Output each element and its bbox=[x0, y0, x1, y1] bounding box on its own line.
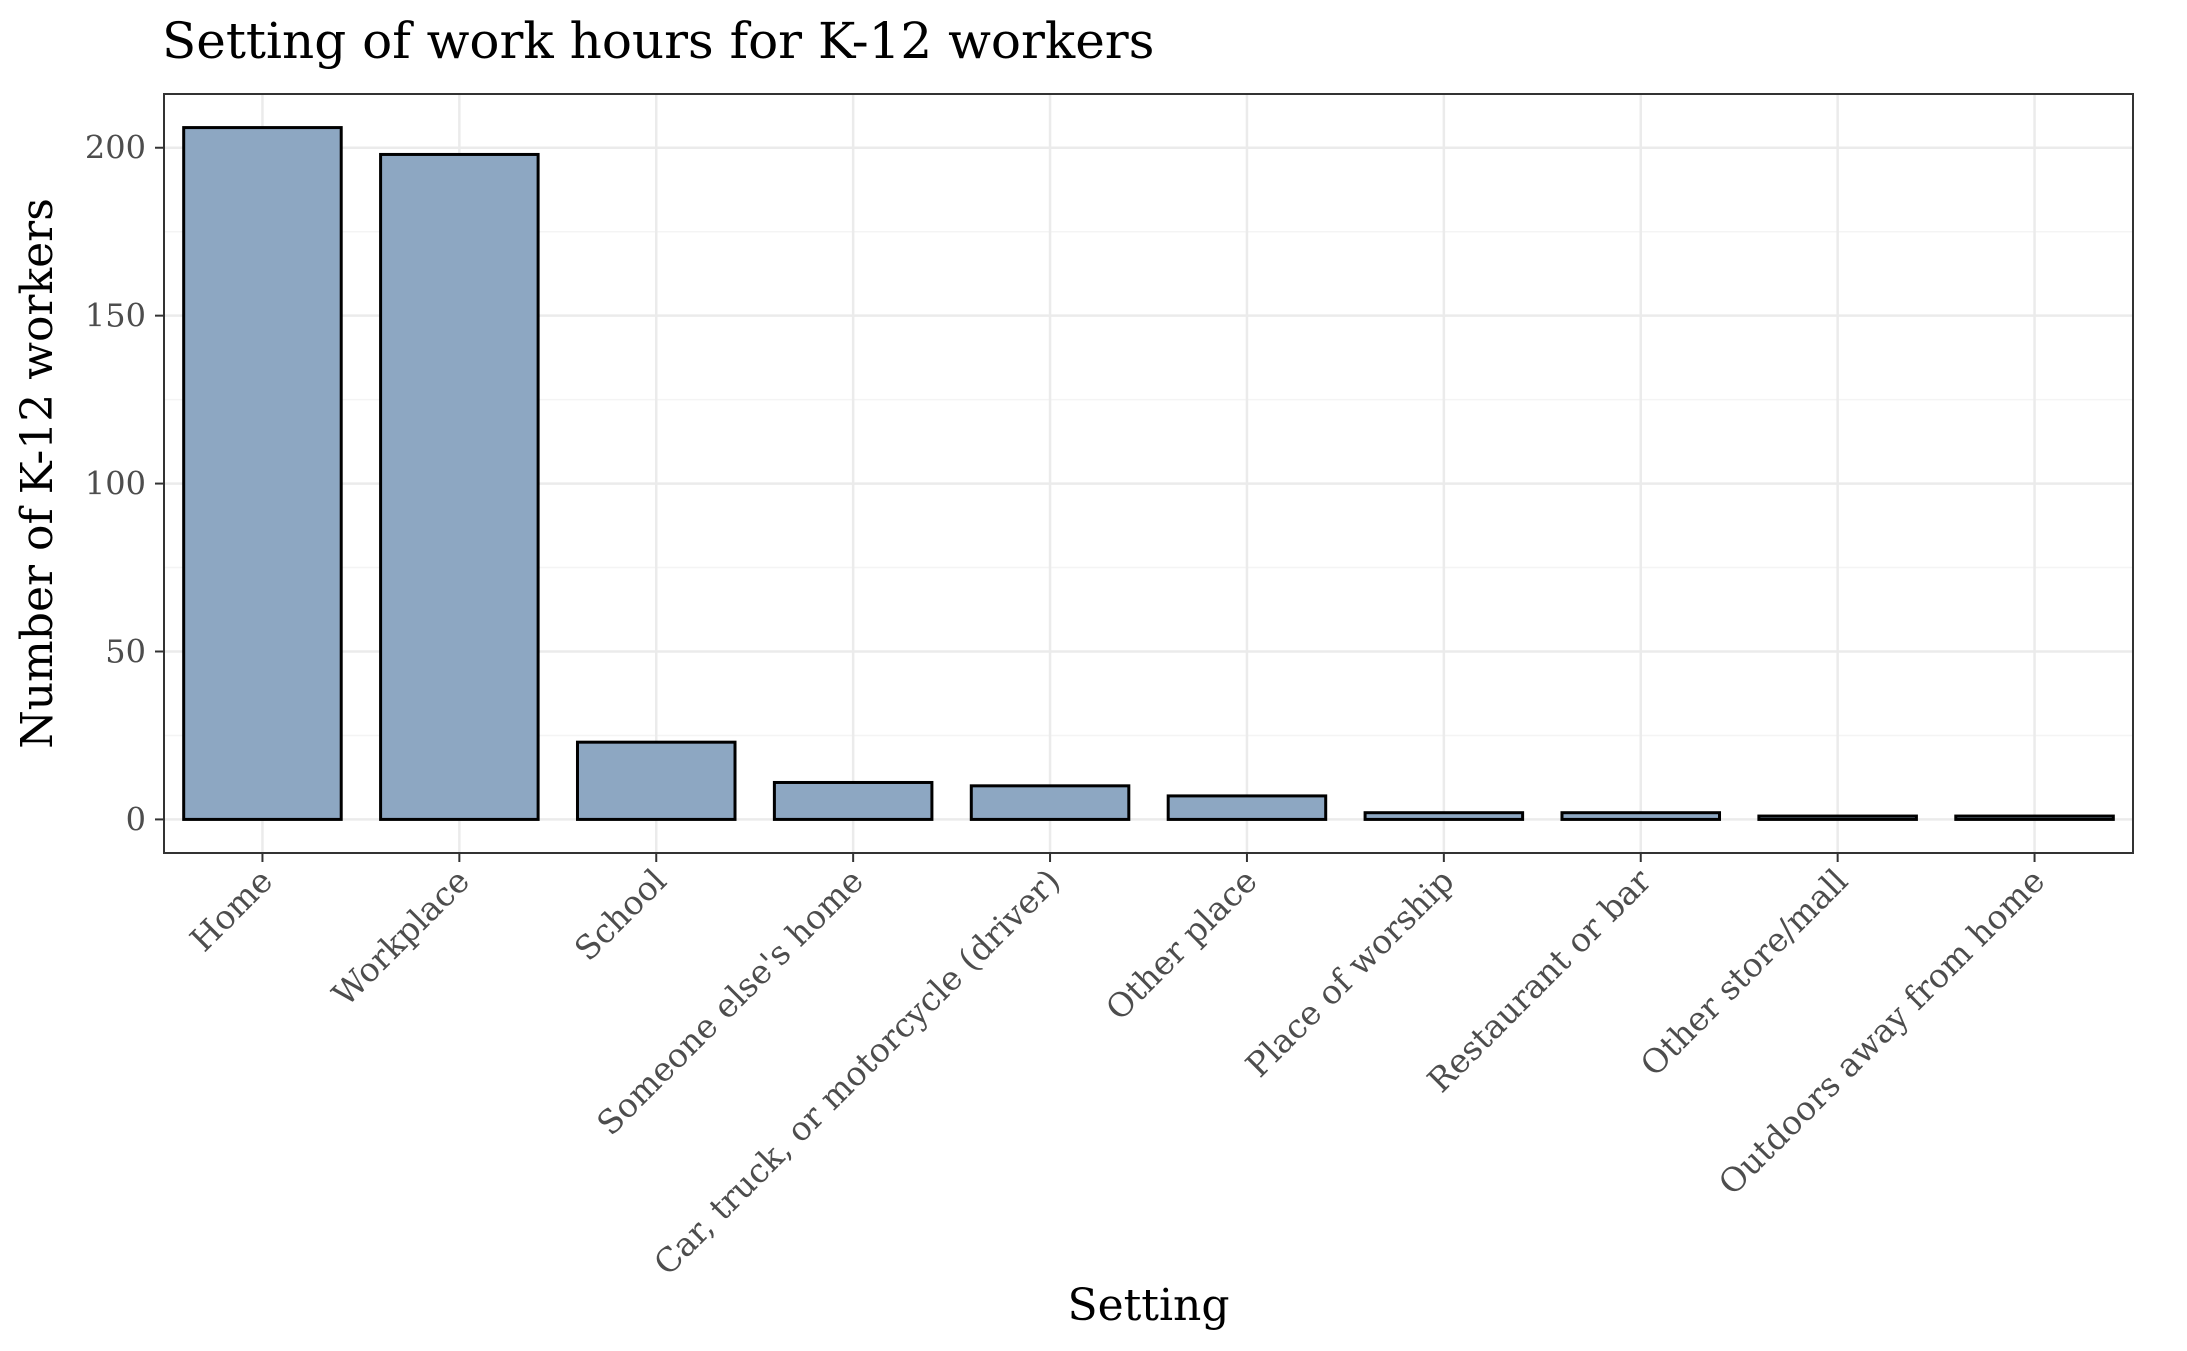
y-tick-label: 50 bbox=[105, 632, 146, 670]
x-tick-label: Place of worship bbox=[1238, 861, 1462, 1085]
y-tick-label: 150 bbox=[85, 297, 146, 335]
y-axis-title: Number of K-12 workers bbox=[12, 198, 63, 749]
bars bbox=[182, 126, 2115, 821]
y-tick-label: 100 bbox=[85, 465, 146, 503]
bar bbox=[772, 780, 934, 821]
bar bbox=[1954, 814, 2115, 821]
y-tick-label: 0 bbox=[126, 800, 146, 838]
x-tick-label: Home bbox=[182, 861, 280, 959]
chart-title: Setting of work hours for K-12 workers bbox=[162, 12, 1154, 70]
bar bbox=[1757, 814, 1918, 821]
x-tick-label: Outdoors away from home bbox=[1711, 861, 2052, 1202]
x-axis-title: Setting bbox=[1067, 1280, 1229, 1331]
x-tick-label: Other store/mall bbox=[1633, 861, 1856, 1084]
x-tick-label: School bbox=[567, 861, 674, 968]
bar bbox=[182, 126, 343, 821]
panel-border bbox=[163, 93, 2134, 854]
x-tick-label: Workplace bbox=[324, 861, 477, 1014]
y-tick-label: 200 bbox=[85, 129, 146, 167]
x-tick-label: Car, truck, or motorcycle (driver) bbox=[646, 861, 1068, 1283]
bar bbox=[1166, 794, 1328, 821]
bar bbox=[969, 784, 1131, 821]
x-tick-label: Restaurant or bar bbox=[1420, 861, 1659, 1100]
bar bbox=[1560, 811, 1722, 821]
bar bbox=[1363, 811, 1525, 821]
bar bbox=[575, 740, 737, 821]
bar bbox=[379, 152, 540, 821]
y-axis: 0 50 100 150 200 bbox=[85, 129, 164, 838]
x-tick-label: Other place bbox=[1098, 861, 1265, 1028]
